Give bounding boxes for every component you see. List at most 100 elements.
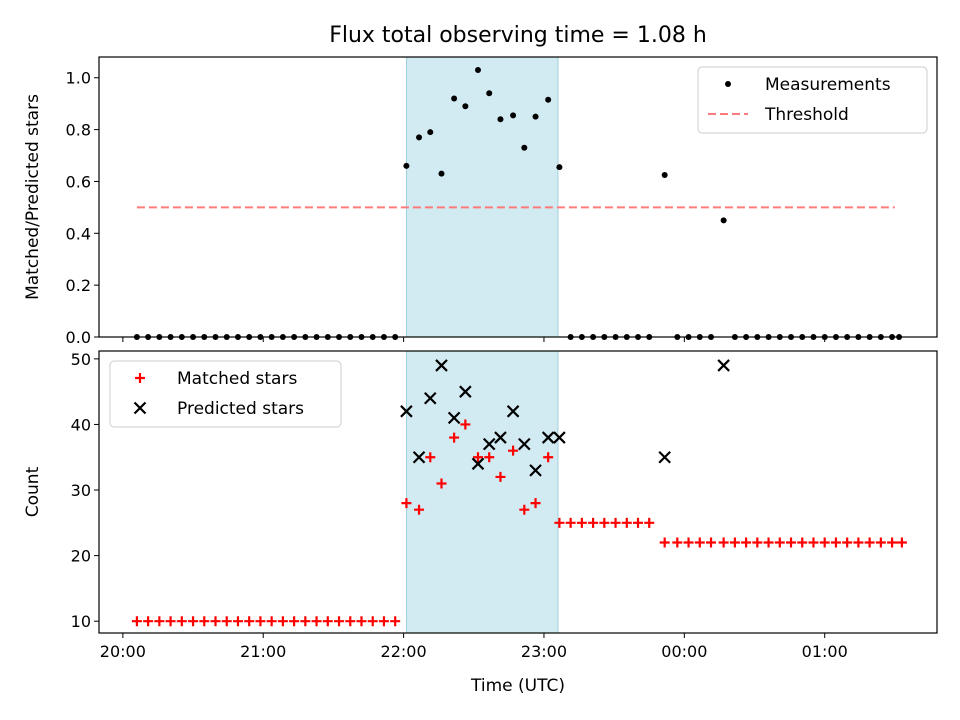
measurement-point [532,113,539,120]
x-axis-label: Time (UTC) [470,676,565,696]
matched-star-point [830,537,841,548]
matched-star-point [508,445,519,456]
matched-star-point [729,537,740,548]
matched-star-point [436,478,447,489]
matched-star-point [300,616,311,627]
matched-star-point [786,537,797,548]
legend-box [109,360,342,428]
x-tick-label: 21:00 [240,642,286,661]
matched-star-point [565,517,576,528]
predicted-star-point [506,405,520,418]
matched-star-point [277,616,288,627]
matched-star-point [289,616,300,627]
legend-handle [133,401,147,415]
matched-star-point [232,616,243,627]
matched-star-point [543,452,554,463]
y-tick-label: 0.2 [66,276,91,295]
predicted-star-point [529,464,542,477]
predicted-star-point [400,405,413,418]
matched-star-point [131,616,142,627]
top-legend: Measurements Threshold [697,66,928,134]
matched-star-point [588,517,599,528]
matched-star-point [864,537,875,548]
predicted-star-point [518,437,531,451]
predicted-star-point [541,431,555,444]
measurement-point [497,116,504,123]
matched-star-point [165,616,176,627]
matched-star-point [741,537,752,548]
y-tick-label: 0.8 [66,121,91,140]
matched-star-point [188,616,199,627]
matched-star-point [143,616,154,627]
measurement-point [438,170,445,177]
matched-star-point [530,498,541,509]
matched-star-point [896,537,907,548]
observing-window-span [406,56,559,338]
matched-star-point [706,537,717,548]
top-y-axis-label: Matched/Predicted stars [23,94,43,300]
matched-star-point [808,537,819,548]
matched-star-point [659,537,670,548]
matched-star-point [752,537,763,548]
y-tick-label: 20 [71,547,91,566]
matched-star-point [401,498,412,509]
matched-star-point [694,537,705,548]
matched-star-point [484,452,495,463]
x-tick-label: 20:00 [100,642,146,661]
predicted-star-point [717,359,730,372]
matched-star-point [255,616,266,627]
count-panel: 10 20 30 40 50 20:00 21:00 22:00 23:00 00:00 01:0… [23,350,938,696]
matched-star-point [672,537,683,548]
matched-star-point [819,537,830,548]
matched-star-point [345,616,356,627]
matched-star-point [356,616,367,627]
y-tick-label: 10 [71,612,91,631]
x-tick-label: 01:00 [802,642,848,661]
measurement-point [510,112,517,119]
matched-star-point [367,616,378,627]
matched-star-point [460,419,471,430]
y-tick-label: 0.6 [66,172,91,191]
matched-star-point [644,517,655,528]
predicted-star-point [553,431,566,444]
matched-star-point [519,504,530,515]
top-x-ticks [122,337,826,342]
measurement-point [545,96,552,103]
matched-star-point [390,616,401,627]
observing-window-span [406,350,559,634]
y-tick-label: 0.4 [66,224,91,243]
matched-star-point [797,537,808,548]
matched-star-point [554,517,565,528]
bottom-x-ticks: 20:00 21:00 22:00 23:00 00:00 01:00 [100,633,848,661]
measurement-point [521,144,528,151]
matched-star-point [244,616,255,627]
matched-star-point [311,616,322,627]
legend-entry-label: Predicted stars [177,399,304,419]
measurements-panel: 0.0 0.2 0.4 0.6 0.8 1.0 Flux total observing … [23,23,938,347]
matched-star-point [887,537,898,548]
measurement-point [451,95,458,102]
predicted-star-point [471,457,485,471]
matched-star-point [599,517,610,528]
bottom-y-ticks: 10 20 30 40 50 [71,350,99,631]
matched-star-point [221,616,232,627]
y-tick-label: 50 [71,350,91,369]
matched-star-point [449,432,460,443]
matched-star-point [576,517,587,528]
matched-star-point [610,517,621,528]
matched-star-point [683,537,694,548]
matched-star-point [199,616,210,627]
bottom-y-axis-label: Count [23,466,43,517]
measurement-point [486,90,493,97]
matched-star-point [425,452,436,463]
measurement-point [427,129,434,136]
matched-star-point [266,616,277,627]
matched-star-point [322,616,333,627]
legend-handle [725,81,731,87]
predicted-star-point [459,385,472,398]
y-tick-label: 0.0 [66,328,91,347]
matched-star-point [334,616,345,627]
matched-star-point [210,616,221,627]
measurement-point [474,66,481,73]
matched-star-point [378,616,389,627]
